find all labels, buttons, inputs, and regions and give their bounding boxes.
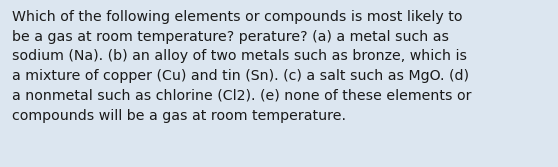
Text: Which of the following elements or compounds is most likely to
be a gas at room : Which of the following elements or compo… — [12, 10, 472, 123]
